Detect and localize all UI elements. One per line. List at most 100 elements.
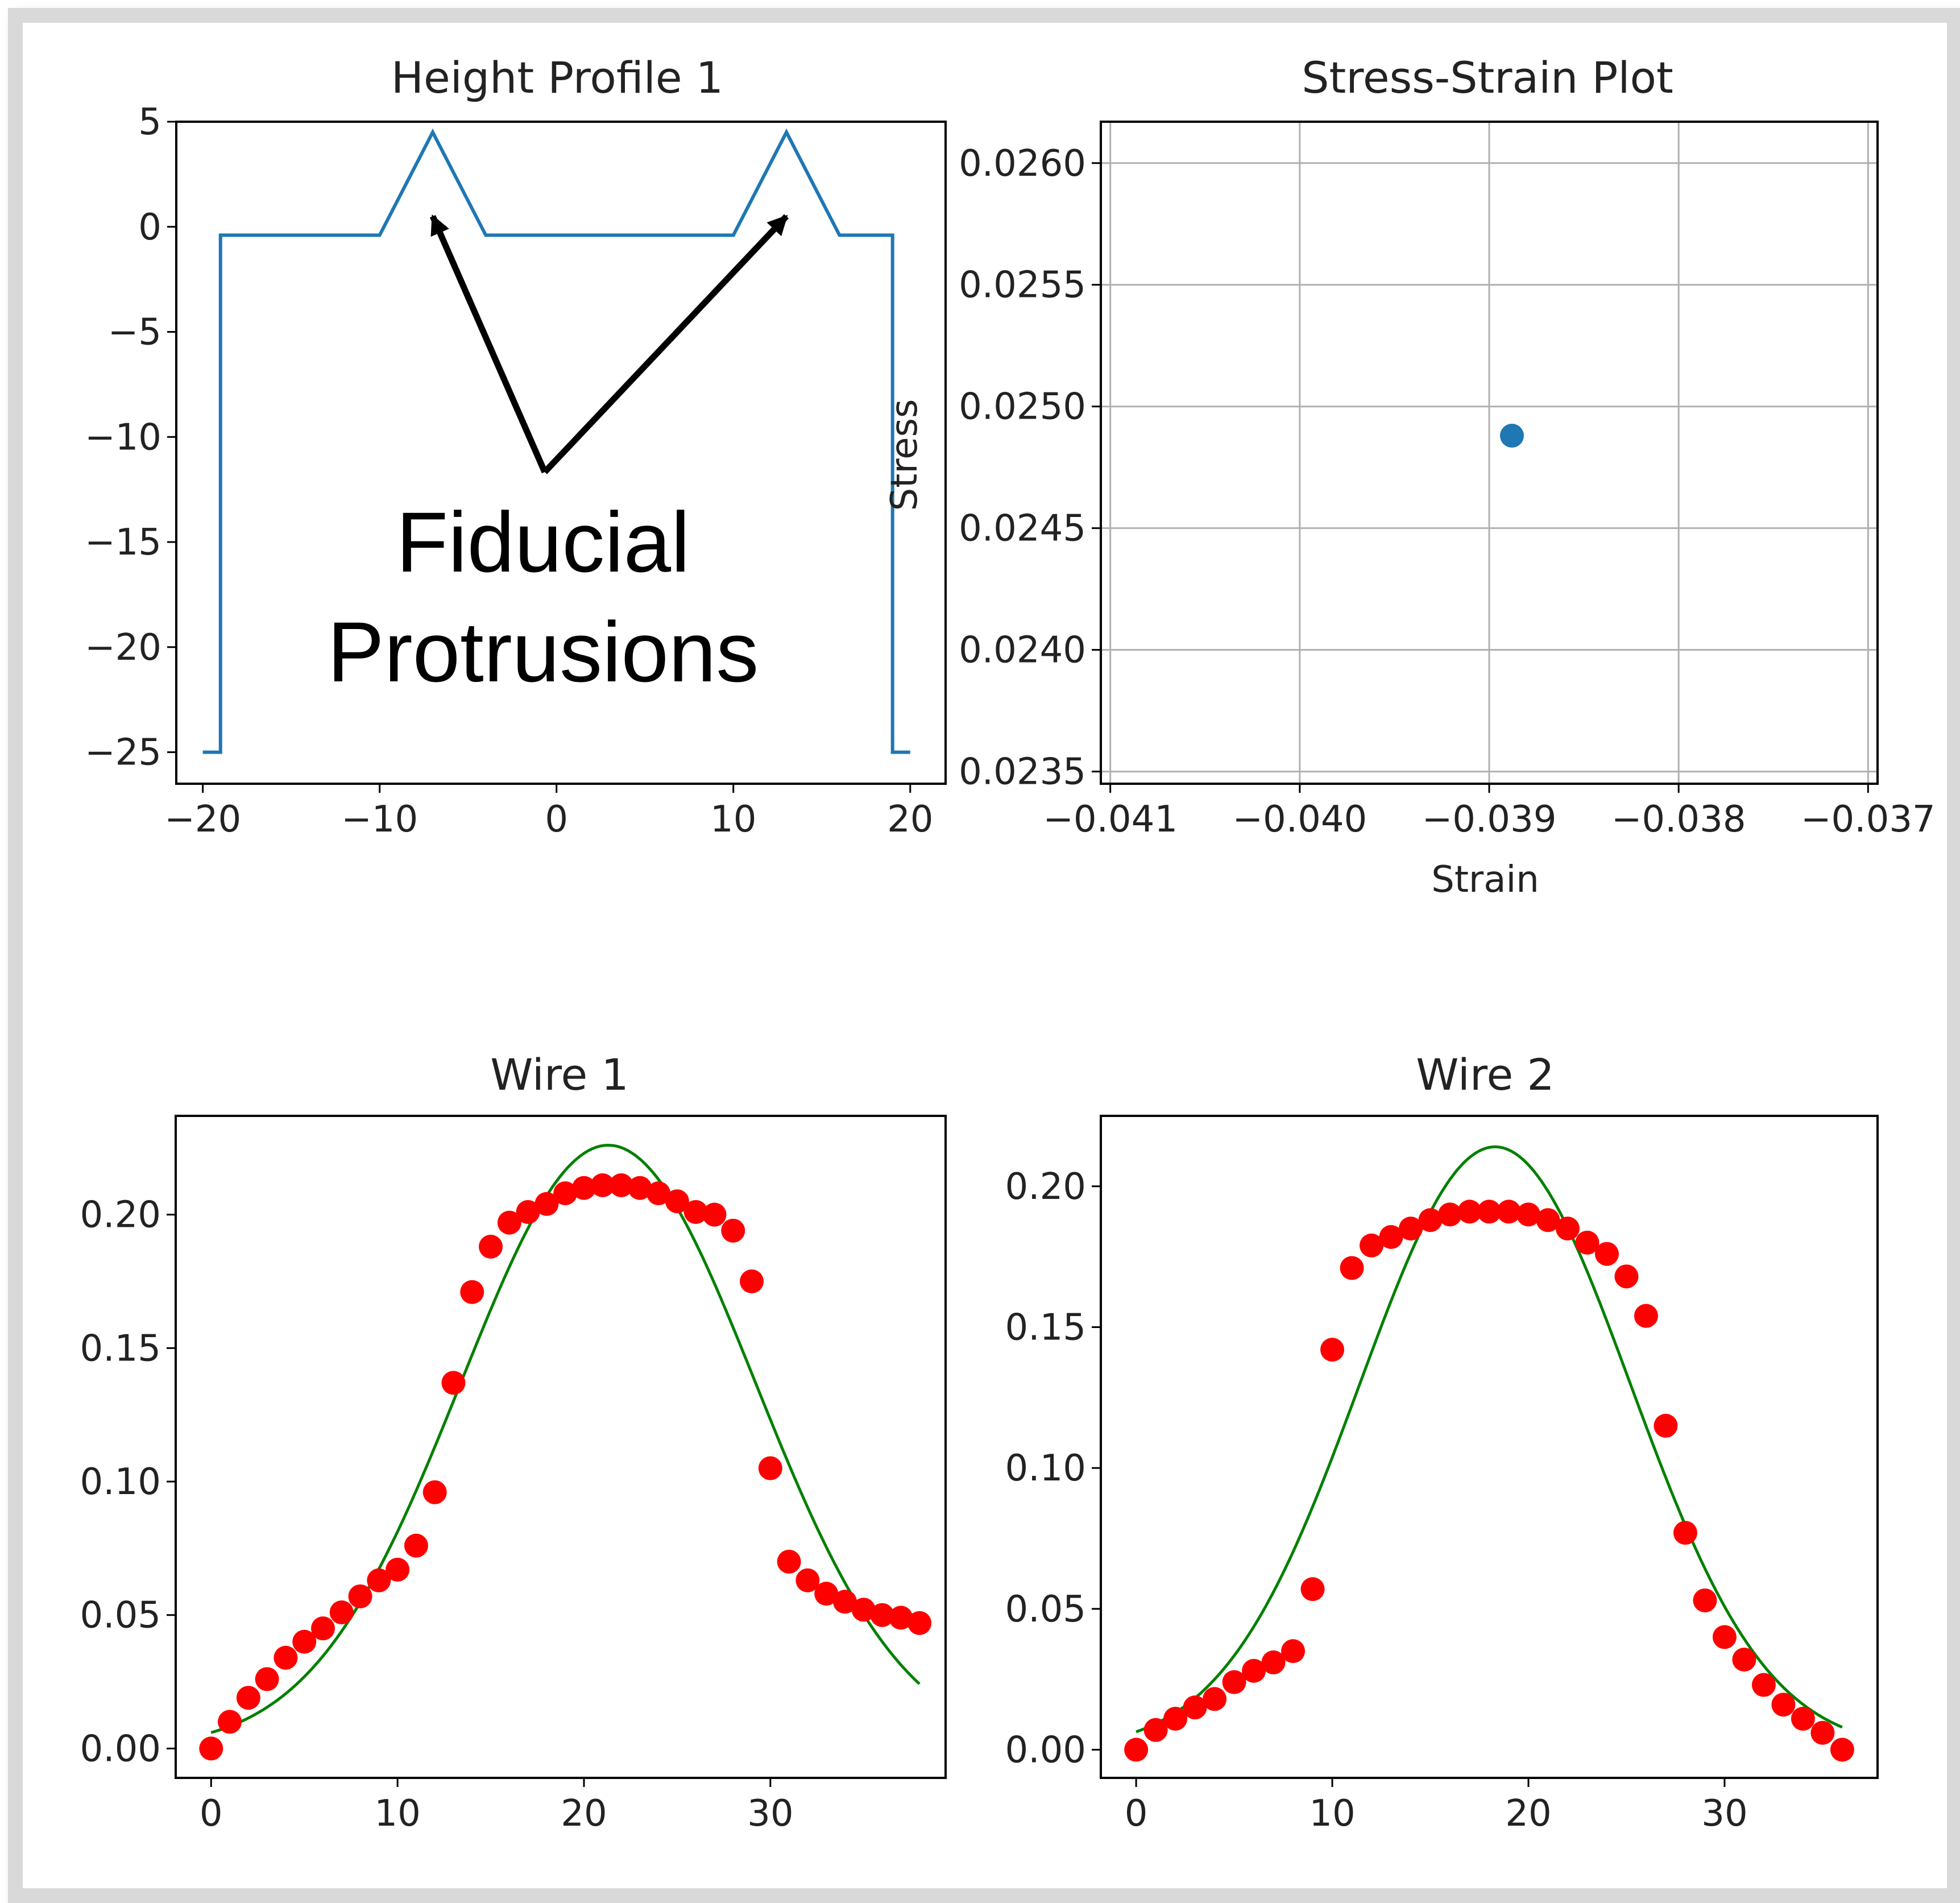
- data-point: [1634, 1304, 1658, 1328]
- data-point: [534, 1192, 559, 1216]
- chart-title: Wire 2: [1416, 1049, 1554, 1100]
- data-point: [1654, 1413, 1678, 1438]
- data-point: [647, 1181, 671, 1206]
- chart-title: Wire 1: [490, 1049, 628, 1100]
- x-tick-label: 10: [1309, 1793, 1355, 1835]
- data-point: [1379, 1224, 1403, 1249]
- data-point: [628, 1176, 652, 1200]
- data-point: [1261, 1650, 1286, 1674]
- axes-frame: [1100, 1115, 1879, 1779]
- axes-frame: [175, 1115, 947, 1779]
- data-point: [795, 1568, 820, 1592]
- data-point: [1242, 1658, 1266, 1683]
- data-point: [236, 1686, 260, 1710]
- data-point: [292, 1629, 317, 1654]
- chart-height-profile: Height Profile 1 −20 −10 0 10 20 5 0 −5 −10 −15 −2…: [85, 52, 947, 841]
- data-point: [1438, 1202, 1462, 1227]
- data-point: [199, 1736, 223, 1761]
- data-point: [1712, 1625, 1737, 1649]
- fit-curve: [210, 1144, 921, 1734]
- y-tick-label: −15: [85, 522, 161, 564]
- data-point: [721, 1218, 745, 1243]
- y-tick-label: 0.10: [80, 1461, 161, 1503]
- data-point: [1183, 1695, 1207, 1720]
- y-axis-label: Stress: [884, 399, 926, 511]
- annotation-line-2: Protrusions: [328, 604, 759, 700]
- data-point: [255, 1667, 279, 1691]
- x-tick-label: 0: [1125, 1793, 1148, 1835]
- chart-wire-2: Wire 2 0 10 20 30 0.00 0.05 0.10 0.15 0.20: [1005, 1049, 1879, 1835]
- data-point: [1360, 1233, 1384, 1257]
- x-tick-label: −0.041: [1043, 799, 1178, 841]
- data-point: [571, 1176, 596, 1200]
- data-point: [1203, 1687, 1227, 1711]
- x-tick-label: 20: [1505, 1793, 1551, 1835]
- y-tick-label: 0.0240: [959, 630, 1086, 672]
- x-tick-label: 20: [887, 799, 933, 841]
- data-point: [702, 1202, 727, 1227]
- data-point: [1300, 1577, 1325, 1602]
- x-tick-label: −0.038: [1611, 799, 1746, 841]
- y-tick-label: 0.05: [1005, 1588, 1087, 1631]
- data-point: [609, 1173, 633, 1198]
- x-tick-label: 0: [545, 799, 568, 841]
- data-point: [1791, 1706, 1815, 1731]
- data-point: [479, 1234, 503, 1259]
- data-point: [1516, 1202, 1540, 1227]
- data-point: [386, 1557, 410, 1582]
- axes-frame: [1100, 121, 1879, 785]
- data-point: [758, 1456, 782, 1480]
- x-tick-label: −0.039: [1422, 799, 1557, 841]
- x-tick-label: 30: [747, 1793, 793, 1835]
- data-point: [814, 1582, 839, 1606]
- fit-curve: [1136, 1145, 1843, 1734]
- chart-wire-1: Wire 1 0 10 20 30 0.00 0.05 0.10 0.15 0.20: [80, 1049, 947, 1835]
- data-point: [1771, 1693, 1796, 1717]
- data-point: [683, 1199, 708, 1224]
- data-point: [460, 1280, 484, 1304]
- data-point: [1124, 1737, 1149, 1762]
- data-point: [1457, 1199, 1482, 1224]
- plot-area: 0 10 20 30 0.00 0.05 0.10 0.15 0.20: [1005, 1115, 1879, 1835]
- y-tick-label: −10: [85, 416, 161, 458]
- data-point: [441, 1371, 466, 1395]
- data-point: [1594, 1242, 1619, 1266]
- plot-area: −0.041 −0.040 −0.039 −0.038 −0.037 0.0235 0.02…: [959, 121, 1936, 841]
- data-point: [1281, 1639, 1306, 1664]
- data-point: [1751, 1673, 1776, 1697]
- data-point: [1418, 1208, 1443, 1232]
- data-point: [1732, 1647, 1756, 1672]
- data-point: [870, 1603, 894, 1627]
- y-tick-label: 0.0235: [959, 751, 1086, 793]
- data-point: [1340, 1256, 1364, 1280]
- data-point: [1477, 1199, 1501, 1224]
- data-point: [497, 1210, 521, 1235]
- data-point: [404, 1533, 428, 1558]
- data-point: [851, 1598, 876, 1622]
- y-tick-label: 0.10: [1005, 1447, 1087, 1490]
- data-point: [832, 1590, 857, 1614]
- data-point: [218, 1710, 242, 1734]
- data-point: [665, 1189, 689, 1214]
- data-point: [1320, 1338, 1345, 1362]
- x-tick-label: 0: [200, 1793, 223, 1835]
- data-point: [1499, 424, 1524, 448]
- annotation-group: Fiducial Protrusions: [328, 214, 789, 700]
- data-point: [367, 1568, 391, 1592]
- y-tick-label: 0.0250: [959, 386, 1086, 428]
- annotation-arrow: [542, 214, 789, 474]
- axes-frame: [175, 121, 947, 785]
- chart-stress-strain: Stress-Strain Plot −0.041 −0.040 −0.039 −0.…: [884, 52, 1936, 901]
- y-tick-label: 0: [138, 206, 161, 249]
- data-point: [1163, 1706, 1188, 1731]
- data-point: [310, 1616, 335, 1641]
- y-tick-label: 0.00: [80, 1728, 161, 1770]
- data-point: [329, 1600, 354, 1624]
- data-point: [422, 1480, 447, 1504]
- y-tick-label: 0.15: [80, 1327, 161, 1370]
- y-tick-label: 0.20: [80, 1194, 161, 1236]
- x-tick-label: −0.037: [1801, 799, 1936, 841]
- x-axis-label: Strain: [1431, 859, 1539, 901]
